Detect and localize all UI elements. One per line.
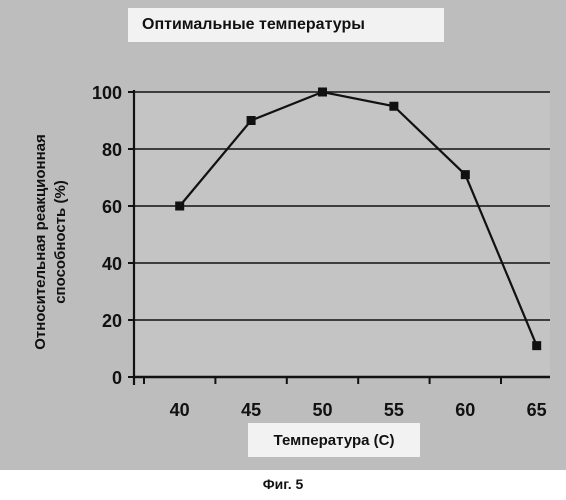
- data-point-65: [532, 341, 541, 350]
- y-tick-label-60: 60: [102, 197, 122, 217]
- data-point-60: [461, 170, 470, 179]
- y-tick-label-100: 100: [92, 83, 122, 103]
- y-tick-label-40: 40: [102, 254, 122, 274]
- y-tick-label-80: 80: [102, 140, 122, 160]
- y-axis-label-line-2: способность (%): [51, 134, 71, 350]
- y-axis-label: Относительная реакционная способность (%…: [16, 104, 86, 380]
- x-tick-label-45: 45: [241, 400, 261, 420]
- figure-caption: Фиг. 5: [0, 476, 566, 496]
- x-tick-label-55: 55: [384, 400, 404, 420]
- x-tick-labels: 40 45 50 55 60 65: [170, 400, 547, 420]
- y-tick-label-20: 20: [102, 311, 122, 331]
- data-point-50: [318, 88, 327, 97]
- x-tick-label-65: 65: [527, 400, 547, 420]
- chart-title: Оптимальные температуры: [128, 8, 444, 42]
- y-tick-label-0: 0: [112, 368, 122, 388]
- x-tick-label-60: 60: [455, 400, 475, 420]
- data-point-40: [175, 202, 184, 211]
- x-axis-label: Температура (C): [248, 423, 420, 457]
- x-tick-label-40: 40: [170, 400, 190, 420]
- y-axis-label-line-1: Относительная реакционная: [31, 134, 51, 350]
- data-point-45: [247, 116, 256, 125]
- y-tick-labels: 0 20 40 60 80 100: [92, 83, 122, 388]
- x-tick-label-50: 50: [312, 400, 332, 420]
- plot-area: [134, 92, 550, 377]
- data-point-55: [389, 102, 398, 111]
